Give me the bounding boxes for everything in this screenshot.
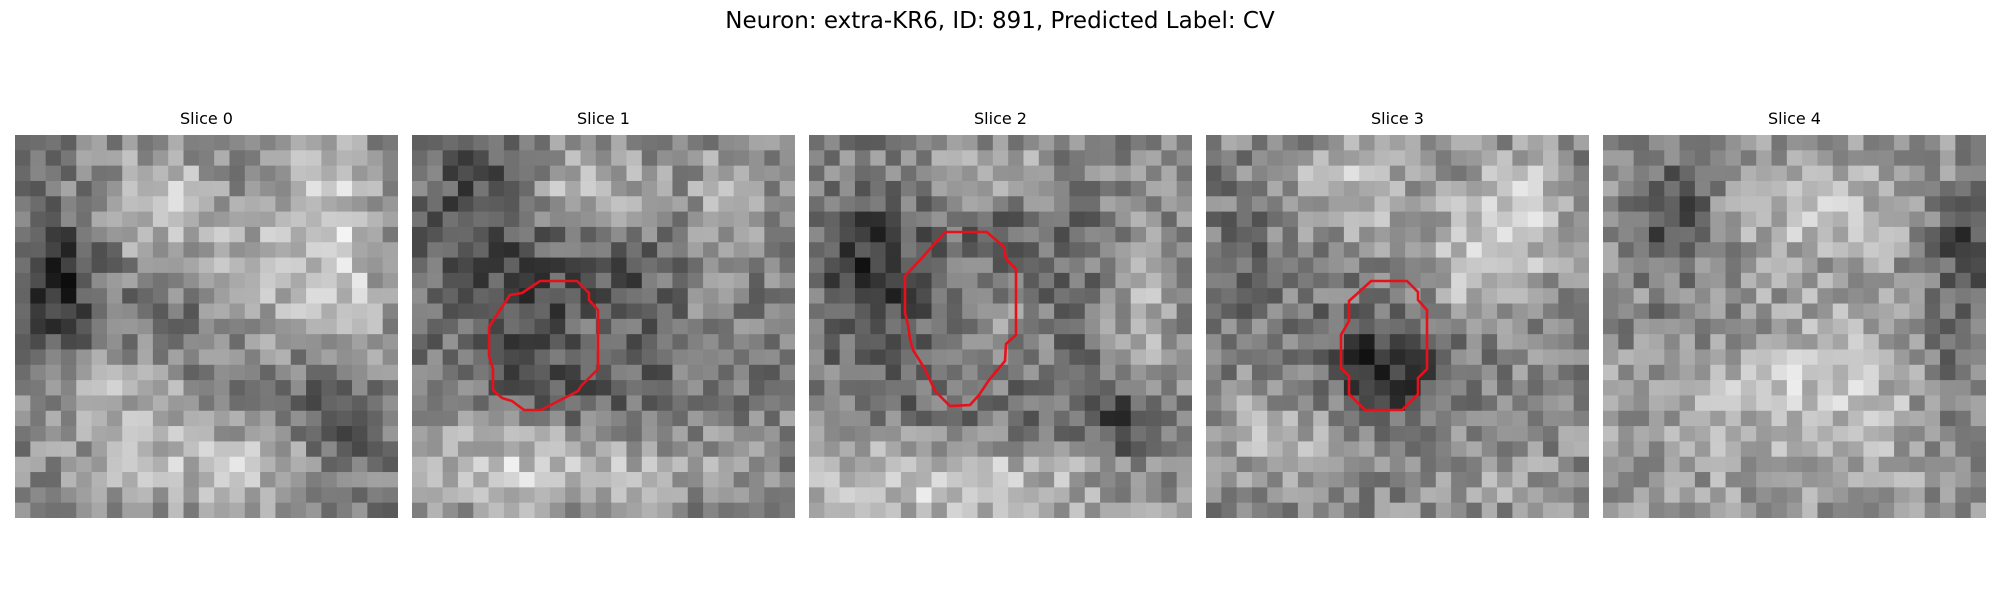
slice-0-svg: [15, 135, 398, 518]
pixel-grid: [1206, 135, 1589, 518]
slice-4-image: [1603, 135, 1986, 518]
slice-3-image: [1206, 135, 1589, 518]
slice-1-contour: [487, 279, 600, 412]
pixel-grid: [412, 135, 795, 518]
slice-1-image: [412, 135, 795, 518]
slice-2-contour: [903, 230, 1018, 408]
slice-3-contour: [1339, 279, 1429, 412]
slice-4-title: Slice 4: [1768, 109, 1821, 128]
pixel-grid: [1603, 135, 1986, 518]
slice-3-title: Slice 3: [1371, 109, 1424, 128]
slice-1-title: Slice 1: [577, 109, 630, 128]
slice-2-svg: [809, 135, 1192, 518]
figure-title: Neuron: extra-KR6, ID: 891, Predicted La…: [725, 8, 1275, 34]
slice-1-svg: [412, 135, 795, 518]
slice-0-title: Slice 0: [180, 109, 233, 128]
pixel-grid: [15, 135, 398, 518]
slice-4-svg: [1603, 135, 1986, 518]
pixel-grid: [809, 135, 1192, 518]
slice-2-image: [809, 135, 1192, 518]
slice-0-image: [15, 135, 398, 518]
slice-2-title: Slice 2: [974, 109, 1027, 128]
slice-3-svg: [1206, 135, 1589, 518]
